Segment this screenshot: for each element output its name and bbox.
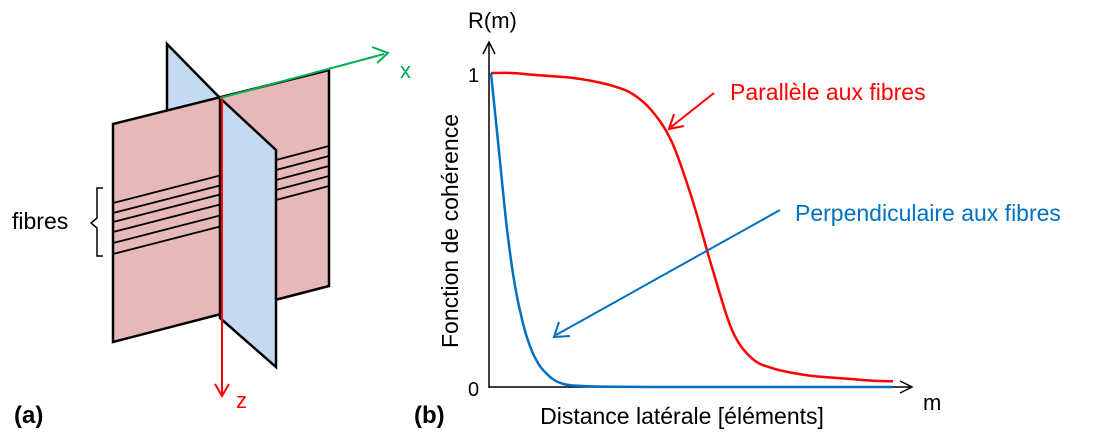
annotation-parallel: Parallèle aux fibres <box>730 79 926 105</box>
series-line-perpendicular <box>489 72 893 389</box>
fibres-bracket <box>89 187 103 257</box>
panel-a-label: (a) <box>14 402 43 429</box>
annotation-perpendicular: Perpendiculaire aux fibres <box>795 200 1061 226</box>
z-axis-label: z <box>236 388 247 413</box>
fibre-lines-left <box>112 174 223 255</box>
y-axis-label: Fonction de cohérence <box>437 114 463 348</box>
fibres-label: fibres <box>12 208 68 234</box>
fibre-lines-right <box>275 145 330 201</box>
y-axis-title: R(m) <box>468 8 517 33</box>
panel-b-label: (b) <box>414 402 445 429</box>
x-axis-label: x <box>400 58 411 83</box>
panel-b: R(m) m 1 0 Fonction de cohérence Distanc… <box>414 8 1061 429</box>
perpendicular-annotation-arrow <box>552 209 781 339</box>
x-axis-arrow <box>219 46 390 99</box>
parallel-annotation-arrow <box>667 92 715 131</box>
x-axis-title: m <box>923 390 941 415</box>
panel-a: x z fibres (a) <box>12 40 411 429</box>
series-line-parallel <box>490 71 894 383</box>
y-axis <box>482 40 496 388</box>
plot-area <box>489 71 894 389</box>
z-axis-arrow <box>214 98 230 398</box>
blue-plane-front <box>218 95 278 370</box>
y-tick-0: 0 <box>468 379 479 401</box>
x-axis-label-text: Distance latérale [éléments] <box>540 403 824 429</box>
y-tick-1: 1 <box>468 65 479 87</box>
